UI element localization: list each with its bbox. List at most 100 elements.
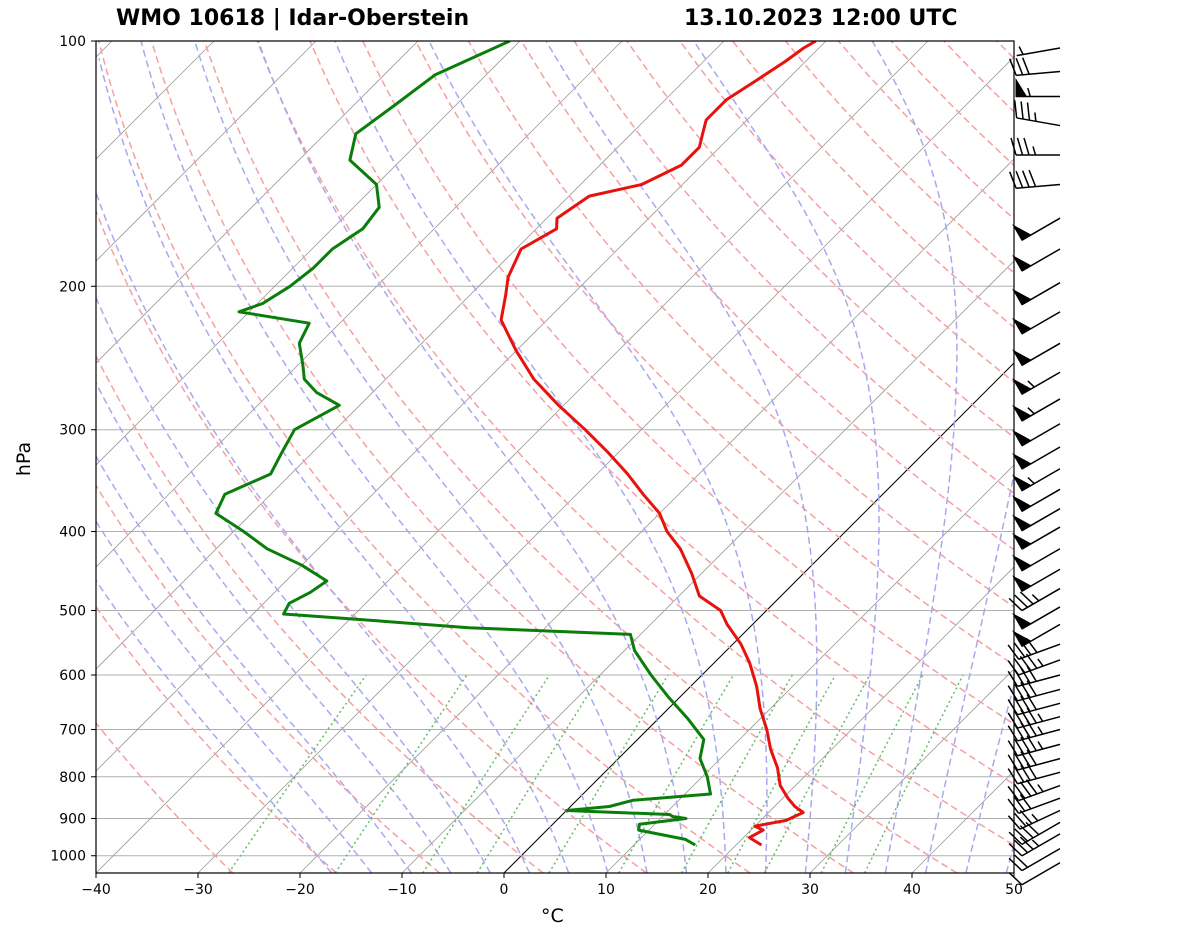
isotherm-line bbox=[96, 41, 317, 262]
y-tick-label: 900 bbox=[59, 811, 86, 827]
x-tick-label: 20 bbox=[699, 882, 717, 898]
x-tick-label: 0 bbox=[500, 882, 509, 898]
wind-barb bbox=[1012, 311, 1061, 335]
dry-adiabat bbox=[96, 354, 544, 873]
y-tick-label: 700 bbox=[59, 723, 86, 739]
dry-adiabat bbox=[150, 41, 854, 873]
wind-barb bbox=[1007, 653, 1061, 676]
y-tick-label: 500 bbox=[59, 603, 86, 619]
moist-adiabat bbox=[96, 519, 373, 873]
zero-isotherm bbox=[503, 362, 1014, 873]
wind-barb bbox=[1012, 217, 1061, 241]
moist-adiabat bbox=[96, 190, 531, 873]
isotherm-line bbox=[605, 464, 1014, 873]
wind-barb bbox=[1008, 833, 1061, 857]
wind-barb bbox=[1008, 847, 1061, 872]
dry-adiabat bbox=[467, 41, 1014, 608]
wind-barb bbox=[1008, 862, 1061, 886]
x-tick-label: −40 bbox=[81, 882, 111, 898]
sounding-profiles bbox=[214, 41, 817, 847]
mixing-ratio-line bbox=[680, 674, 793, 873]
moist-adiabat bbox=[96, 381, 452, 873]
dry-adiabat bbox=[96, 605, 337, 873]
dry-adiabat bbox=[96, 484, 441, 873]
wind-barb bbox=[1007, 694, 1061, 716]
y-axis-label: hPa bbox=[13, 441, 35, 477]
dry-adiabat bbox=[626, 41, 1014, 439]
moist-adiabat bbox=[965, 682, 1014, 873]
dry-adiabat bbox=[309, 41, 1014, 786]
dry-adiabat bbox=[256, 41, 1014, 847]
background-grid bbox=[96, 41, 1181, 873]
wind-barb bbox=[1010, 137, 1060, 156]
y-tick-label: 800 bbox=[59, 770, 86, 786]
mixing-ratio-line bbox=[422, 674, 551, 873]
dry-adiabat bbox=[996, 41, 1014, 60]
moist-adiabat bbox=[1005, 841, 1014, 873]
wind-barb bbox=[1012, 488, 1061, 512]
mixing-ratio-line bbox=[227, 674, 367, 873]
dry-adiabat bbox=[837, 41, 1014, 220]
y-tick-label: 1000 bbox=[50, 849, 86, 865]
wind-barb bbox=[1012, 468, 1061, 492]
isotherm-line bbox=[707, 566, 1014, 873]
moist-adiabat bbox=[96, 579, 333, 873]
x-axis-label: °C bbox=[541, 905, 564, 927]
wind-barb bbox=[1012, 623, 1061, 648]
isotherm-line bbox=[1116, 41, 1181, 873]
mixing-ratio-line bbox=[476, 674, 602, 873]
x-tick-label: 50 bbox=[1005, 882, 1023, 898]
isotherm-line bbox=[401, 260, 1014, 873]
wind-barb bbox=[1012, 446, 1061, 470]
wind-barb bbox=[1012, 606, 1061, 630]
moist-adiabat bbox=[96, 296, 491, 873]
moist-adiabat bbox=[96, 454, 413, 873]
y-tick-label: 300 bbox=[59, 423, 86, 439]
wind-barb bbox=[1007, 637, 1061, 660]
dry-adiabat bbox=[520, 41, 1014, 551]
wind-barb bbox=[1012, 282, 1061, 306]
dry-adiabat bbox=[96, 721, 234, 873]
moist-adiabat bbox=[193, 41, 648, 873]
plot-frame bbox=[95, 40, 1015, 874]
moist-adiabat bbox=[924, 470, 1014, 873]
mixing-ratio-line bbox=[763, 674, 871, 873]
isotherm-line bbox=[96, 41, 929, 873]
moist-adiabat bbox=[693, 41, 880, 873]
dry-adiabat bbox=[1050, 41, 1181, 873]
wind-barb bbox=[1013, 100, 1061, 127]
wind-barb bbox=[1012, 526, 1061, 550]
wind-barb bbox=[1016, 46, 1061, 57]
dry-adiabat bbox=[784, 41, 1014, 274]
chart-title-datetime: 13.10.2023 12:00 UTC bbox=[684, 6, 958, 31]
isotherm-line bbox=[96, 41, 725, 670]
x-tick-label: 40 bbox=[903, 882, 921, 898]
mixing-ratio-line bbox=[820, 674, 924, 873]
wind-barb bbox=[1009, 169, 1061, 190]
mixing-ratio-line bbox=[334, 674, 468, 873]
x-tick-label: −30 bbox=[183, 882, 213, 898]
wind-barb bbox=[1012, 568, 1061, 592]
dry-adiabat bbox=[679, 41, 1014, 383]
wind-barb bbox=[1007, 779, 1061, 802]
moist-adiabat bbox=[98, 58, 570, 873]
wind-barb bbox=[1015, 77, 1060, 98]
dewpoint-profile bbox=[214, 41, 712, 847]
wind-barb bbox=[1009, 57, 1061, 77]
wind-barb bbox=[1012, 371, 1061, 395]
isotherm-line bbox=[96, 41, 623, 568]
axis-ticks: −40 −30 −20 −10 0 10 20 30 40 50 100 200 300 400 500 60… bbox=[50, 34, 1023, 898]
isotherm-line bbox=[96, 41, 521, 466]
y-tick-label: 400 bbox=[59, 525, 86, 541]
y-tick-label: 100 bbox=[59, 34, 86, 50]
wind-barb bbox=[1012, 342, 1061, 367]
isotherm-line bbox=[809, 668, 1014, 873]
y-tick-label: 200 bbox=[59, 279, 86, 295]
mixing-ratio-line bbox=[864, 674, 964, 873]
wind-barb bbox=[1012, 508, 1061, 532]
wind-barb bbox=[1012, 248, 1061, 272]
wind-barb bbox=[1012, 423, 1061, 447]
chart-title-station: WMO 10618 | Idar-Oberstein bbox=[116, 6, 470, 31]
moist-adiabat bbox=[257, 41, 688, 873]
